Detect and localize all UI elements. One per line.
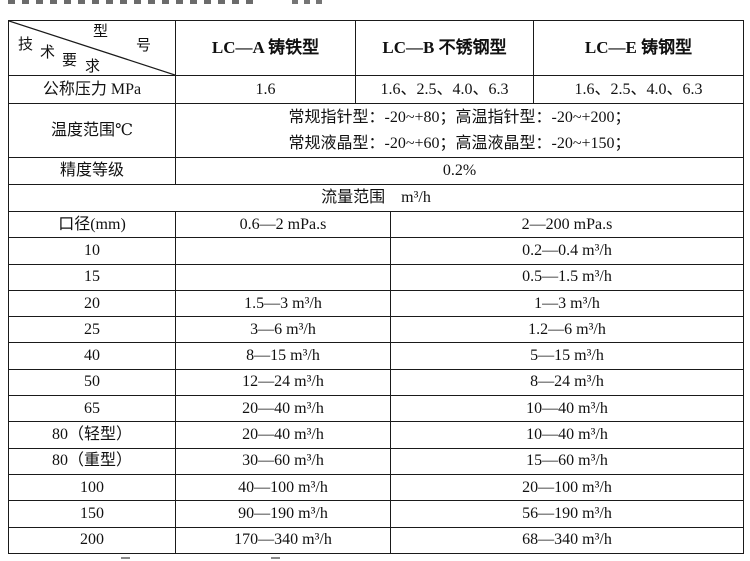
- column-header-lcb: LC—B 不锈钢型: [355, 20, 534, 76]
- flow-row-dn10: 10 0.2—0.4 m³/h: [8, 237, 744, 265]
- pressure-value-lca: 1.6: [175, 75, 356, 104]
- flow-row-dn150: 150 90—190 m³/h 56—190 m³/h: [8, 500, 744, 528]
- flow-high: 68—340 m³/h: [390, 526, 744, 554]
- dn-value: 100: [8, 473, 176, 502]
- corner-label-model-char: 号: [136, 38, 152, 54]
- viscosity-low-header: 0.6—2 mPa.s: [175, 210, 391, 239]
- cropped-text-fragment-bottom: [121, 557, 130, 559]
- flow-row-dn50: 50 12—24 m³/h 8—24 m³/h: [8, 368, 744, 397]
- flow-high: 1.2—6 m³/h: [390, 316, 744, 344]
- flow-low: [175, 237, 391, 265]
- accuracy-label: 精度等级: [8, 157, 176, 185]
- flow-row-dn15: 15 0.5—1.5 m³/h: [8, 263, 744, 291]
- flow-range-title-row: 流量范围 m³/h: [8, 184, 744, 212]
- pressure-label: 公称压力 MPa: [8, 75, 176, 104]
- corner-label-requirement-char: 术: [40, 45, 56, 61]
- flow-row-dn100: 100 40—100 m³/h 20—100 m³/h: [8, 473, 744, 502]
- flow-low: [175, 263, 391, 291]
- flow-range-title: 流量范围 m³/h: [8, 184, 744, 212]
- dn-value: 150: [8, 500, 176, 528]
- flow-low: 1.5—3 m³/h: [175, 289, 391, 318]
- cropped-text-fragment-top-2: [292, 0, 326, 4]
- dn-value: 25: [8, 316, 176, 344]
- corner-label-model-char: 型: [93, 24, 109, 40]
- table-header-row: 型 号 技 术 要 求 LC—A 铸铁型 LC—B 不锈钢型 LC—E 铸钢型: [8, 20, 744, 76]
- flow-high: 20—100 m³/h: [390, 473, 744, 502]
- dn-value: 80（重型）: [8, 447, 176, 475]
- flow-row-dn20: 20 1.5—3 m³/h 1—3 m³/h: [8, 289, 744, 318]
- flow-high: 5—15 m³/h: [390, 342, 744, 370]
- flow-row-dn65: 65 20—40 m³/h 10—40 m³/h: [8, 395, 744, 423]
- column-header-lca: LC—A 铸铁型: [175, 20, 356, 76]
- temperature-line-1: 常规指针型：-20~+80；高温指针型：-20~+200；: [288, 108, 631, 126]
- pressure-row: 公称压力 MPa 1.6 1.6、2.5、4.0、6.3 1.6、2.5、4.0…: [8, 75, 744, 104]
- flow-low: 20—40 m³/h: [175, 421, 391, 449]
- flow-high: 8—24 m³/h: [390, 368, 744, 397]
- spec-table-lower: 口径(mm) 0.6—2 mPa.s 2—200 mPa.s 10 0.2—0.…: [8, 210, 744, 554]
- diameter-header-label: 口径(mm): [8, 210, 176, 239]
- diagonal-divider-line: [9, 21, 175, 75]
- flow-row-dn40: 40 8—15 m³/h 5—15 m³/h: [8, 342, 744, 370]
- flow-high: 1—3 m³/h: [390, 289, 744, 318]
- technical-spec-table: 型 号 技 术 要 求 LC—A 铸铁型 LC—B 不锈钢型 LC—E 铸钢型 …: [8, 20, 744, 554]
- flow-high: 0.5—1.5 m³/h: [390, 263, 744, 291]
- flow-row-dn80-heavy: 80（重型） 30—60 m³/h 15—60 m³/h: [8, 447, 744, 475]
- flow-low: 170—340 m³/h: [175, 526, 391, 554]
- dn-value: 15: [8, 263, 176, 291]
- accuracy-row: 精度等级 0.2%: [8, 157, 744, 185]
- cropped-text-fragment-bottom: [271, 557, 280, 559]
- flow-low: 12—24 m³/h: [175, 368, 391, 397]
- flow-low: 8—15 m³/h: [175, 342, 391, 370]
- viscosity-header-row: 口径(mm) 0.6—2 mPa.s 2—200 mPa.s: [8, 210, 744, 239]
- flow-low: 3—6 m³/h: [175, 316, 391, 344]
- spec-table-upper: 型 号 技 术 要 求 LC—A 铸铁型 LC—B 不锈钢型 LC—E 铸钢型 …: [8, 20, 744, 212]
- dn-value: 10: [8, 237, 176, 265]
- dn-value: 40: [8, 342, 176, 370]
- flow-high: 10—40 m³/h: [390, 421, 744, 449]
- corner-label-requirement-char: 技: [18, 37, 34, 53]
- accuracy-value: 0.2%: [175, 157, 744, 185]
- flow-low: 30—60 m³/h: [175, 447, 391, 475]
- temperature-value-cell: 常规指针型：-20~+80；高温指针型：-20~+200； 常规液晶型：-20~…: [175, 103, 744, 158]
- flow-high: 15—60 m³/h: [390, 447, 744, 475]
- temperature-label: 温度范围℃: [8, 103, 176, 158]
- dn-value: 80（轻型）: [8, 421, 176, 449]
- viscosity-high-header: 2—200 mPa.s: [390, 210, 744, 239]
- flow-high: 56—190 m³/h: [390, 500, 744, 528]
- flow-high: 10—40 m³/h: [390, 395, 744, 423]
- corner-label-requirement-char: 求: [85, 59, 101, 75]
- dn-value: 20: [8, 289, 176, 318]
- pressure-value-lce: 1.6、2.5、4.0、6.3: [533, 75, 744, 104]
- dn-value: 200: [8, 526, 176, 554]
- flow-low: 20—40 m³/h: [175, 395, 391, 423]
- pressure-value-lcb: 1.6、2.5、4.0、6.3: [355, 75, 534, 104]
- dn-value: 65: [8, 395, 176, 423]
- flow-row-dn80-light: 80（轻型） 20—40 m³/h 10—40 m³/h: [8, 421, 744, 449]
- column-header-lce: LC—E 铸钢型: [533, 20, 744, 76]
- flow-high: 0.2—0.4 m³/h: [390, 237, 744, 265]
- temperature-line-2: 常规液晶型：-20~+60；高温液晶型：-20~+150；: [288, 134, 631, 152]
- corner-label-requirement-char: 要: [62, 53, 78, 69]
- flow-row-dn200: 200 170—340 m³/h 68—340 m³/h: [8, 526, 744, 554]
- flow-row-dn25: 25 3—6 m³/h 1.2—6 m³/h: [8, 316, 744, 344]
- dn-value: 50: [8, 368, 176, 397]
- cropped-text-fragment-top: [8, 0, 256, 4]
- diagonal-corner-cell: 型 号 技 术 要 求: [8, 20, 176, 76]
- flow-low: 90—190 m³/h: [175, 500, 391, 528]
- flow-low: 40—100 m³/h: [175, 473, 391, 502]
- temperature-row: 温度范围℃ 常规指针型：-20~+80；高温指针型：-20~+200； 常规液晶…: [8, 103, 744, 158]
